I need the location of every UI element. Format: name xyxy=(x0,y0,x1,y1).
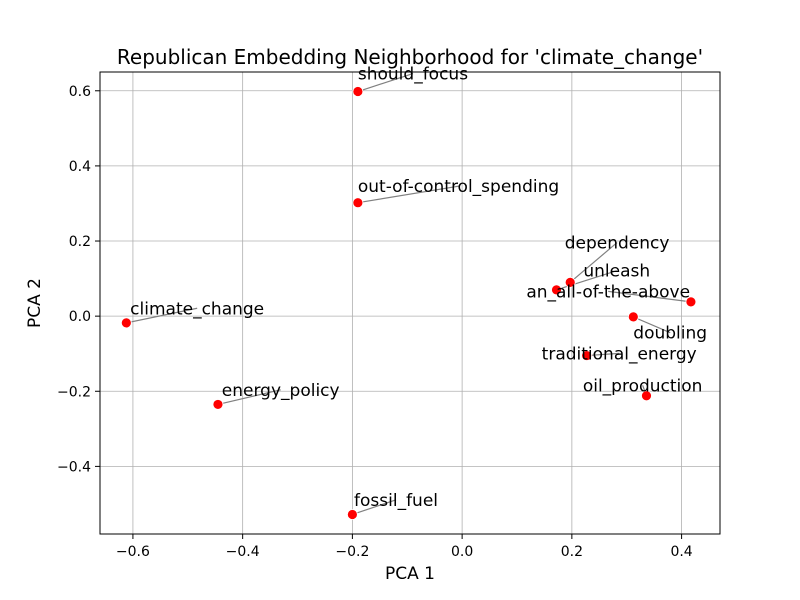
connector-line xyxy=(586,352,620,357)
connector-line xyxy=(217,389,281,405)
x-tick-label: 0.2 xyxy=(561,544,583,560)
scatter-point xyxy=(352,197,364,209)
x-tick-label: 0.4 xyxy=(670,544,692,560)
chart-title: Republican Embedding Neighborhood for 'c… xyxy=(117,45,703,69)
point-label: energy_policy xyxy=(222,381,340,401)
connector-lines xyxy=(126,72,691,516)
y-tick-label: 0.6 xyxy=(69,84,91,100)
x-axis-ticks: −0.6 −0.4 −0.2 0.0 0.2 0.4 xyxy=(116,534,693,560)
scatter-point xyxy=(581,350,593,361)
connector-line xyxy=(357,185,459,204)
y-tick-label: −0.2 xyxy=(57,384,91,400)
x-axis-title: PCA 1 xyxy=(385,564,435,584)
connector-line xyxy=(126,307,198,324)
point-label: doubling xyxy=(633,324,707,344)
x-tick-label: 0.0 xyxy=(451,544,473,560)
connector-line xyxy=(357,72,414,93)
plot-frame xyxy=(99,71,721,535)
x-tick-label: −0.4 xyxy=(226,544,260,560)
connector-line xyxy=(556,270,617,291)
point-label: traditional_energy xyxy=(542,344,697,364)
scatter-point xyxy=(551,284,562,296)
scatter-point xyxy=(685,296,697,308)
grid-lines xyxy=(100,72,720,534)
point-label: oil_production xyxy=(583,376,703,396)
scatter-point xyxy=(627,311,639,323)
data-points xyxy=(120,86,697,520)
point-label: dependency xyxy=(565,234,670,254)
point-label: fossil_fuel xyxy=(354,491,438,511)
scatter-point xyxy=(212,399,224,410)
connector-line xyxy=(633,316,671,334)
point-label: out-of-control_spending xyxy=(358,177,559,197)
y-tick-label: 0.0 xyxy=(69,309,91,325)
point-label: climate_change xyxy=(130,299,264,319)
x-tick-label: −0.2 xyxy=(335,544,369,560)
scatter-point xyxy=(120,317,132,329)
connector-line xyxy=(569,242,618,283)
scatter-point xyxy=(641,390,652,402)
point-label: an_all-of-the-above xyxy=(526,282,690,302)
y-tick-label: −0.4 xyxy=(57,459,91,475)
point-label: unleash xyxy=(583,262,650,282)
y-axis-ticks: −0.4 −0.2 0.0 0.2 0.4 0.6 xyxy=(57,84,100,475)
connector-line xyxy=(608,290,691,303)
scatter-point xyxy=(346,509,358,520)
y-axis-title: PCA 2 xyxy=(25,278,45,328)
point-labels: should_focus out-of-control_spendingdepen… xyxy=(130,65,707,511)
scatter-point xyxy=(564,276,576,288)
x-tick-label: −0.6 xyxy=(116,544,150,560)
y-tick-label: 0.2 xyxy=(69,234,91,250)
point-label: should_focus xyxy=(358,65,468,85)
scatter-point xyxy=(352,86,364,97)
y-tick-label: 0.4 xyxy=(69,159,91,175)
connector-line xyxy=(352,499,397,516)
